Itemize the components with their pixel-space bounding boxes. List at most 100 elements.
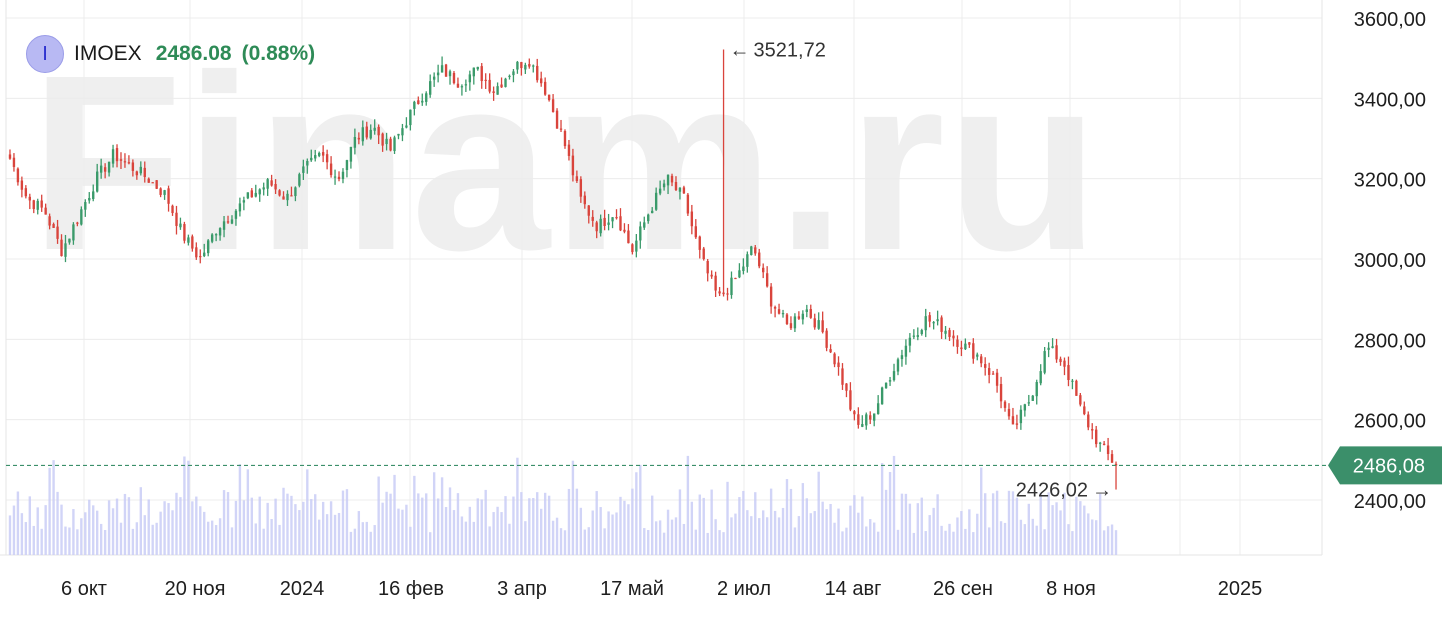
x-tick-label: 2 июл	[717, 578, 771, 600]
volume-bar	[1015, 497, 1019, 555]
volume-bar	[480, 499, 483, 555]
volume-bar	[440, 477, 444, 555]
candle-body	[583, 195, 586, 205]
volume-bar	[520, 492, 523, 555]
volume-bar	[349, 531, 353, 555]
candle-body	[203, 252, 206, 257]
candle-body	[314, 155, 317, 159]
candle-body	[940, 317, 943, 332]
volume-bar	[639, 464, 642, 555]
candle-body	[361, 127, 364, 142]
volume-bar	[28, 496, 31, 555]
volume-bar	[436, 498, 440, 555]
change-percent: (0.88%)	[241, 42, 316, 65]
volume-bar	[218, 518, 222, 555]
volume-bar	[880, 463, 884, 555]
volume-bar	[995, 490, 999, 555]
volume-bar	[119, 522, 123, 555]
candle-body	[401, 128, 404, 136]
candle-body	[591, 216, 594, 221]
volume-bar	[488, 526, 491, 555]
volume-bar	[429, 532, 432, 555]
candle-body	[785, 314, 789, 325]
volume-bar	[258, 496, 261, 555]
volume-bar	[32, 525, 35, 555]
candle-body	[540, 78, 543, 84]
candle-body	[575, 176, 579, 181]
volume-bar	[1114, 530, 1118, 555]
volume-bar	[68, 527, 71, 555]
y-tick-label: 3600,00	[1354, 9, 1426, 31]
candle-body	[52, 224, 55, 228]
candle-body	[892, 371, 896, 381]
volume-bar	[651, 495, 654, 555]
volume-bar	[207, 521, 210, 555]
x-tick-label: 8 ноя	[1046, 578, 1096, 600]
volume-bar	[987, 527, 991, 555]
volume-bar	[750, 516, 753, 555]
volume-bar	[543, 492, 547, 555]
candle-body	[1015, 423, 1019, 425]
volume-bar	[892, 455, 896, 555]
volume-bar	[290, 495, 293, 555]
candle-body	[849, 390, 852, 410]
volume-bar	[765, 517, 769, 555]
volume-bar	[99, 523, 103, 555]
volume-bar	[555, 517, 559, 555]
candle-body	[765, 273, 769, 287]
volume-bar	[92, 505, 95, 555]
volume-bar	[64, 526, 67, 555]
candle-body	[504, 78, 507, 87]
candle-body	[444, 64, 448, 77]
volume-bar	[873, 522, 876, 555]
candle-body	[837, 362, 840, 368]
volume-bar	[167, 503, 170, 555]
volume-bar	[508, 523, 511, 555]
candle-body	[175, 212, 178, 226]
candle-body	[183, 224, 186, 241]
candle-body	[143, 167, 146, 177]
instrument-badge-icon[interactable]: I	[26, 35, 64, 73]
volume-bar	[76, 529, 79, 555]
volume-bar	[36, 507, 39, 555]
volume-bar	[746, 510, 749, 555]
candle-body	[290, 195, 293, 197]
volume-bar	[670, 519, 674, 555]
volume-bar	[357, 511, 361, 555]
volume-bar	[1043, 529, 1046, 555]
volume-bar	[532, 498, 535, 555]
candle-body	[674, 182, 678, 191]
candle-body	[579, 179, 583, 197]
volume-bar	[928, 515, 931, 555]
candle-body	[631, 244, 634, 253]
candle-body	[413, 101, 416, 109]
volume-bar	[567, 488, 571, 555]
candle-body	[476, 66, 479, 70]
candle-body	[318, 152, 321, 156]
volume-bar	[282, 487, 285, 555]
candle-body	[536, 65, 539, 81]
candle-body	[1043, 351, 1046, 373]
volume-bar	[318, 519, 321, 555]
candle-body	[635, 240, 638, 252]
volume-bar	[722, 532, 725, 555]
candle-body	[710, 274, 713, 277]
candle-body	[888, 380, 892, 382]
last-price-tag	[1328, 446, 1442, 485]
volume-bar	[468, 506, 472, 555]
candle-body	[373, 127, 376, 131]
candle-body	[452, 72, 456, 84]
candle-body	[357, 137, 361, 140]
candle-body	[1059, 358, 1062, 363]
volume-bar	[710, 489, 713, 555]
candle-body	[246, 192, 250, 199]
volume-bar	[968, 509, 971, 555]
volume-bar	[777, 517, 781, 555]
volume-bar	[155, 522, 158, 555]
candle-body	[801, 313, 805, 320]
candle-body	[16, 168, 20, 183]
candle-body	[956, 339, 959, 347]
candle-body	[127, 162, 131, 164]
candle-body	[813, 318, 816, 328]
candle-body	[670, 175, 674, 183]
